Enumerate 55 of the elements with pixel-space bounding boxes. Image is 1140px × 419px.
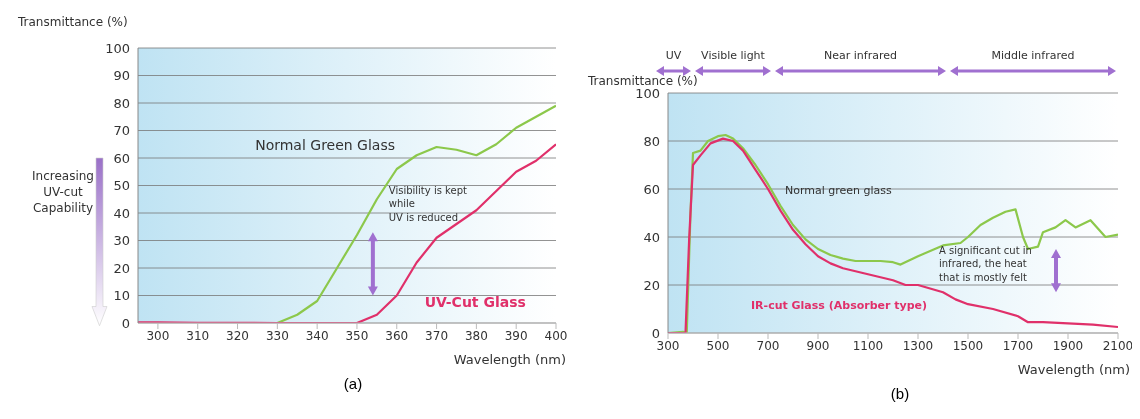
x-tick-label: 400 [544,328,568,343]
x-tick-label: 900 [806,338,830,353]
x-tick-label: 1100 [852,338,884,353]
x-tick-label: 500 [706,338,730,353]
y-tick-label: 20 [113,260,130,276]
text: Near infrared [824,49,897,62]
y-axis-title: Transmittance (%) [587,74,698,88]
x-tick-label: 310 [186,328,210,343]
y-tick-label: 30 [113,233,130,249]
y-tick-label: 100 [635,85,660,101]
x-tick-label: 300 [146,328,170,343]
series-label: Normal green glass [785,183,893,197]
y-tick-label: 60 [643,181,660,197]
x-tick-label: 1900 [1052,338,1084,353]
y-axis-title: Transmittance (%) [17,15,128,29]
x-tick-label: 360 [385,328,409,343]
x-tick-label: 2100 [1102,338,1134,353]
x-tick-label: 340 [305,328,329,343]
y-tick-label: 0 [121,315,130,331]
y-tick-label: 40 [643,229,660,245]
text: Increasing UV-cut Capability [32,169,94,216]
y-tick-label: 80 [643,133,660,149]
series-label: IR-cut Glass (Absorber type) [751,299,928,312]
x-tick-label: 380 [464,328,488,343]
text: UV [665,49,682,62]
x-tick-label: 1700 [1002,338,1034,353]
y-tick-label: 50 [113,178,130,194]
y-tick-label: 0 [651,325,660,341]
x-axis-title: Wavelength (nm) [1016,362,1131,377]
y-tick-label: 80 [113,95,130,111]
x-tick-label: 700 [756,338,780,353]
annotation: A significant cut in infrared, the heat that is mostly felt [939,244,1032,283]
x-tick-label: 1500 [952,338,984,353]
y-tick-label: 100 [105,40,130,56]
y-tick-label: 70 [113,123,130,139]
text: (b) [889,385,911,402]
text: (a) [342,375,364,392]
y-tick-label: 20 [643,277,660,293]
y-tick-label: 90 [113,68,130,84]
x-axis-title: Wavelength (nm) [452,352,567,367]
series-label: Normal Green Glass [255,136,396,153]
x-tick-label: 300 [656,338,680,353]
text: Visible light [701,49,766,62]
x-tick-label: 320 [226,328,249,343]
text: Middle infrared [991,49,1075,62]
x-tick-label: 390 [504,328,528,343]
y-tick-label: 10 [113,288,130,304]
y-tick-label: 60 [113,150,130,166]
x-tick-label: 330 [265,328,289,343]
y-tick-label: 40 [113,205,130,221]
x-tick-label: 370 [425,328,449,343]
x-tick-label: 1300 [902,338,934,353]
x-tick-label: 350 [345,328,369,343]
annotation: Visibility is kept while UV is reduced [388,184,467,223]
series-label: UV-Cut Glass [424,293,526,310]
